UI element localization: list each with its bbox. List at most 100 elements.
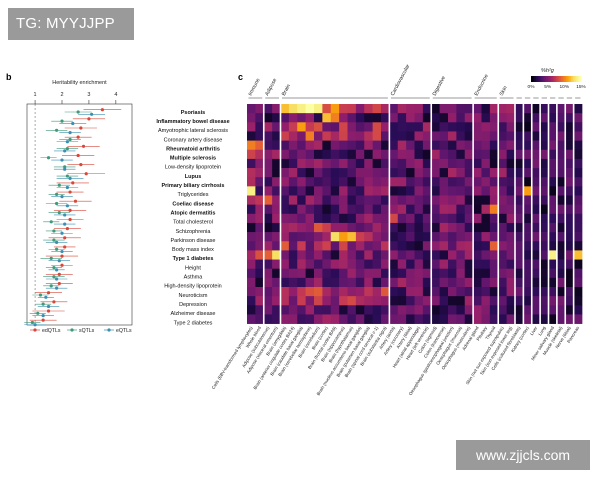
heatmap-cell xyxy=(556,259,566,270)
heatmap-cell xyxy=(464,287,474,297)
heatmap-cell xyxy=(355,296,365,306)
heatmap-cell xyxy=(540,222,549,233)
heatmap-cell xyxy=(263,268,273,279)
heatmap-cell xyxy=(330,113,340,123)
heatmap-cell xyxy=(515,113,524,123)
heatmap-cell xyxy=(263,131,273,141)
heatmap-cell xyxy=(456,287,466,297)
heatmap-cell xyxy=(481,314,491,324)
heatmap-cell xyxy=(364,204,373,215)
heatmap-cell xyxy=(280,259,290,270)
heatmap-cell xyxy=(523,287,533,297)
heatmap-cell xyxy=(448,222,457,233)
heatmap-cell xyxy=(263,204,273,215)
heatmap-legend-swatch xyxy=(556,76,559,82)
heatmap-cell xyxy=(297,122,306,132)
panel-b-point-edQTLs xyxy=(46,309,51,313)
heatmap-cell xyxy=(548,195,558,205)
heatmap-cell xyxy=(397,131,407,141)
heatmap-cell xyxy=(515,259,524,270)
heatmap-cell xyxy=(498,195,507,205)
heatmap-cell xyxy=(464,104,474,114)
heatmap-cell xyxy=(556,113,566,123)
heatmap-cell xyxy=(355,131,365,141)
heatmap-cell xyxy=(414,287,424,297)
heatmap-cell xyxy=(448,204,457,215)
heatmap-cell xyxy=(565,122,574,132)
heatmap-legend-swatch xyxy=(574,76,577,82)
heatmap-legend-swatch xyxy=(546,76,549,82)
heatmap-cell xyxy=(305,140,315,151)
heatmap-cell xyxy=(498,222,507,233)
heatmap-cell xyxy=(422,314,432,324)
heatmap-cell xyxy=(506,277,516,288)
heatmap-cell xyxy=(314,140,323,151)
heatmap-cell xyxy=(330,186,340,196)
heatmap-cell xyxy=(305,232,315,242)
heatmap-cell xyxy=(381,250,390,260)
heatmap-cell xyxy=(540,204,549,215)
heatmap-cell xyxy=(288,122,298,132)
heatmap-cell xyxy=(288,186,298,196)
heatmap-cell xyxy=(322,241,332,251)
heatmap-cell xyxy=(548,277,558,288)
heatmap-cell xyxy=(372,250,382,260)
heatmap-cell xyxy=(314,259,323,270)
heatmap-cell xyxy=(414,113,424,123)
heatmap-cell xyxy=(280,305,290,315)
heatmap-cell xyxy=(389,140,399,151)
heatmap-cell xyxy=(406,195,415,205)
heatmap-cell xyxy=(263,168,273,178)
heatmap-cell xyxy=(364,122,373,132)
panel-b-point-sQTLs xyxy=(49,256,53,260)
heatmap-cell xyxy=(431,140,440,151)
heatmap-cell xyxy=(448,314,457,324)
heatmap-cell xyxy=(322,296,332,306)
heatmap-cell xyxy=(322,250,332,260)
heatmap-cell xyxy=(489,204,499,215)
heatmap-cell xyxy=(347,277,357,288)
heatmap-cell xyxy=(381,232,390,242)
heatmap-cell xyxy=(515,250,524,260)
heatmap-cell xyxy=(431,232,440,242)
heatmap-cell xyxy=(322,168,332,178)
heatmap-cell xyxy=(314,213,323,224)
heatmap-cell xyxy=(381,204,390,215)
heatmap-cell xyxy=(448,250,457,260)
heatmap-cell xyxy=(506,122,516,132)
heatmap-cell xyxy=(414,186,424,196)
heatmap-cell xyxy=(464,168,474,178)
heatmap-cell xyxy=(422,195,432,205)
heatmap-cell xyxy=(355,250,365,260)
heatmap-cell xyxy=(489,241,499,251)
heatmap-cell xyxy=(506,158,516,169)
heatmap-cell xyxy=(364,158,373,169)
heatmap-cell xyxy=(272,232,281,242)
panel-b-point-sQTLs xyxy=(76,110,80,114)
heatmap-cell xyxy=(330,168,340,178)
trait-label: Neuroticism xyxy=(178,293,207,299)
heatmap-cell xyxy=(347,113,357,123)
heatmap-cell xyxy=(272,259,281,270)
heatmap-cell xyxy=(406,268,415,279)
heatmap-cell xyxy=(397,277,407,288)
heatmap-cell xyxy=(339,296,348,306)
heatmap-cell xyxy=(573,113,583,123)
heatmap-cell xyxy=(422,268,432,279)
panel-b-point-eQTLs xyxy=(55,240,59,244)
heatmap-cell xyxy=(280,140,290,151)
heatmap-cell xyxy=(247,186,256,196)
heatmap-cell xyxy=(247,314,256,324)
heatmap-cell xyxy=(305,287,315,297)
panel-b-x-tick-label: 2 xyxy=(60,92,63,98)
panel-b-title: Heritability enrichment xyxy=(52,80,107,86)
panel-b-point-eQTLs xyxy=(60,249,64,254)
heatmap-cell xyxy=(515,241,524,251)
heatmap-cell xyxy=(439,140,449,151)
panel-b-point-eQTLs xyxy=(60,158,64,162)
heatmap-cell xyxy=(498,149,507,160)
heatmap-cell xyxy=(389,296,399,306)
heatmap-cell xyxy=(330,158,340,169)
heatmap-cell xyxy=(355,277,365,288)
heatmap-cell xyxy=(523,314,533,324)
